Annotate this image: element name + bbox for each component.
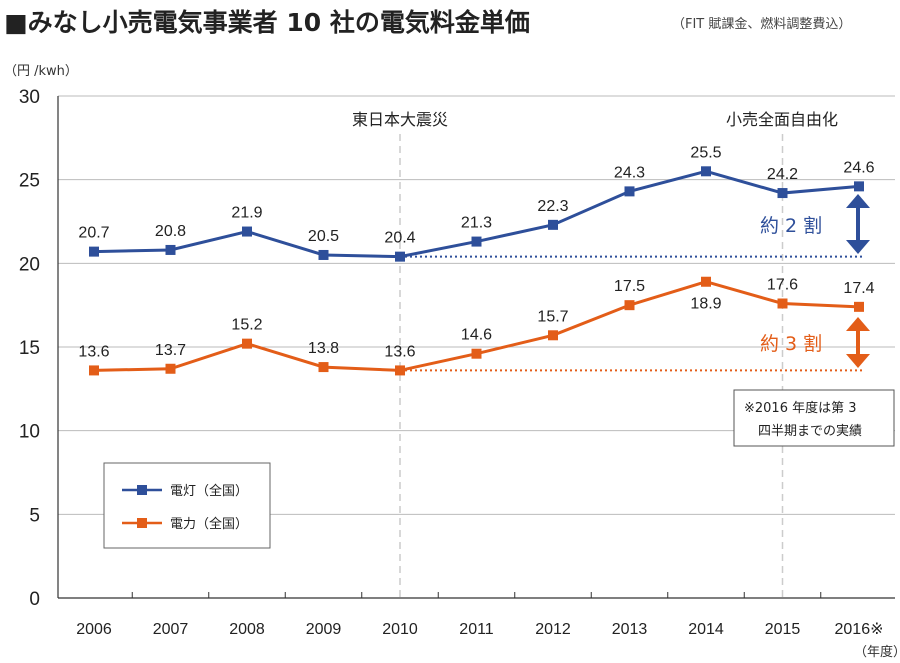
y-axis-ticks: 0 5 10 15 20 25 30 bbox=[19, 87, 40, 610]
legend-power-label: 電力（全国） bbox=[170, 516, 248, 532]
data-label-lighting: 20.4 bbox=[384, 230, 415, 247]
y-tick-label: 25 bbox=[19, 171, 40, 192]
data-label-lighting: 24.2 bbox=[767, 166, 798, 183]
data-point-power bbox=[318, 362, 329, 373]
data-point-power bbox=[854, 301, 864, 312]
data-point-lighting bbox=[395, 251, 405, 262]
data-point-lighting bbox=[548, 219, 558, 230]
data-point-lighting bbox=[777, 188, 788, 199]
data-point-power bbox=[548, 330, 558, 341]
x-axis-unit-label: （年度） bbox=[854, 644, 900, 660]
data-point-lighting bbox=[624, 186, 635, 197]
x-tick-label: 2011 bbox=[459, 621, 494, 638]
data-point-power bbox=[165, 363, 176, 374]
legend-lighting-marker bbox=[137, 485, 147, 495]
data-label-power: 13.7 bbox=[155, 342, 186, 359]
data-point-lighting bbox=[165, 244, 176, 255]
x-tick-label: 2007 bbox=[153, 621, 189, 638]
data-point-lighting bbox=[701, 166, 711, 177]
x-tick-label: 2008 bbox=[229, 621, 265, 638]
chart-title: ■みなし小売電気事業者 10 社の電気料金単価 bbox=[4, 8, 530, 37]
grid-lines bbox=[57, 95, 895, 599]
lighting-arrow-down-icon bbox=[846, 240, 870, 254]
data-point-lighting bbox=[242, 226, 252, 237]
legend-lighting-label: 電灯（全国） bbox=[170, 483, 248, 499]
y-tick-label: 15 bbox=[19, 338, 40, 359]
x-tick-label: 2012 bbox=[535, 621, 571, 638]
lighting-arrow-up-icon bbox=[846, 194, 870, 208]
x-tick-label: 2014 bbox=[688, 621, 724, 638]
y-tick-label: 0 bbox=[29, 589, 40, 610]
data-point-lighting bbox=[471, 236, 482, 247]
liberalization-annotation: 小売全面自由化 bbox=[726, 110, 838, 129]
data-label-power: 13.8 bbox=[308, 340, 339, 357]
data-label-lighting: 20.7 bbox=[78, 225, 109, 242]
x-tick-label: 2009 bbox=[306, 621, 342, 638]
note-box: ※2016 年度は第 3 四半期までの実績 bbox=[733, 389, 895, 447]
data-point-power bbox=[471, 348, 482, 359]
power-arrow-up-icon bbox=[846, 317, 870, 331]
data-label-power: 13.6 bbox=[78, 343, 109, 360]
y-tick-label: 30 bbox=[19, 87, 40, 108]
x-tick-label: 2006 bbox=[76, 621, 112, 638]
y-axis-unit-label: （円 /kwh） bbox=[4, 64, 78, 79]
data-label-power: 15.2 bbox=[231, 317, 262, 334]
data-label-power: 17.5 bbox=[614, 278, 645, 295]
data-label-lighting: 21.3 bbox=[461, 215, 492, 232]
data-label-lighting: 20.5 bbox=[308, 228, 339, 245]
legend-power-marker bbox=[137, 518, 147, 528]
data-point-power bbox=[395, 365, 405, 376]
data-label-lighting: 24.3 bbox=[614, 164, 645, 181]
note-line-1: ※2016 年度は第 3 bbox=[744, 400, 857, 416]
x-tick-label: 2010 bbox=[382, 621, 418, 638]
data-label-lighting: 21.9 bbox=[231, 205, 262, 222]
data-label-lighting: 20.8 bbox=[155, 223, 186, 240]
data-label-lighting: 25.5 bbox=[690, 144, 721, 161]
x-tick-label: 2015 bbox=[765, 621, 801, 638]
data-label-power: 17.6 bbox=[767, 276, 798, 293]
y-tick-label: 10 bbox=[19, 422, 40, 443]
data-point-power bbox=[624, 300, 635, 311]
legend: 電灯（全国） 電力（全国） bbox=[103, 462, 271, 549]
x-tick-label: 2016※ bbox=[835, 621, 884, 638]
data-point-lighting bbox=[89, 246, 99, 257]
x-tick-label: 2013 bbox=[612, 621, 648, 638]
data-point-lighting bbox=[854, 181, 864, 192]
y-tick-label: 5 bbox=[29, 505, 40, 526]
x-axis-ticks: 2006 2007 2008 2009 2010 2011 2012 2013 2014 2015… bbox=[76, 621, 883, 638]
data-label-lighting: 24.6 bbox=[843, 159, 874, 176]
data-label-power: 17.4 bbox=[843, 280, 874, 297]
lighting-increase-label: 約 2 割 bbox=[760, 215, 822, 237]
y-tick-label: 20 bbox=[19, 254, 40, 275]
data-point-power bbox=[242, 338, 252, 349]
data-label-power: 15.7 bbox=[537, 308, 568, 325]
data-label-power: 13.6 bbox=[384, 343, 415, 360]
data-label-lighting: 22.3 bbox=[537, 198, 568, 215]
legend-frame bbox=[103, 462, 271, 549]
data-point-power bbox=[777, 298, 788, 309]
data-label-power: 18.9 bbox=[690, 296, 721, 313]
data-point-power bbox=[89, 365, 99, 376]
data-label-power: 14.6 bbox=[461, 327, 492, 344]
series-layer: 20.7 20.8 21.9 20.5 20.4 21.3 22.3 24.3 25.5 24.2… bbox=[78, 144, 875, 376]
note-box-frame bbox=[733, 389, 895, 447]
earthquake-annotation: 東日本大震災 bbox=[352, 110, 448, 129]
power-arrow-down-icon bbox=[846, 354, 870, 368]
data-point-power bbox=[701, 276, 711, 287]
power-increase-label: 約 3 割 bbox=[760, 333, 822, 355]
lighting-increase-bracket: 約 2 割 bbox=[760, 194, 870, 254]
power-increase-bracket: 約 3 割 bbox=[760, 317, 870, 368]
data-point-lighting bbox=[318, 249, 329, 260]
note-line-2: 四半期までの実績 bbox=[758, 423, 862, 439]
chart-subtitle: （FIT 賦課金、燃料調整費込） bbox=[672, 16, 851, 32]
